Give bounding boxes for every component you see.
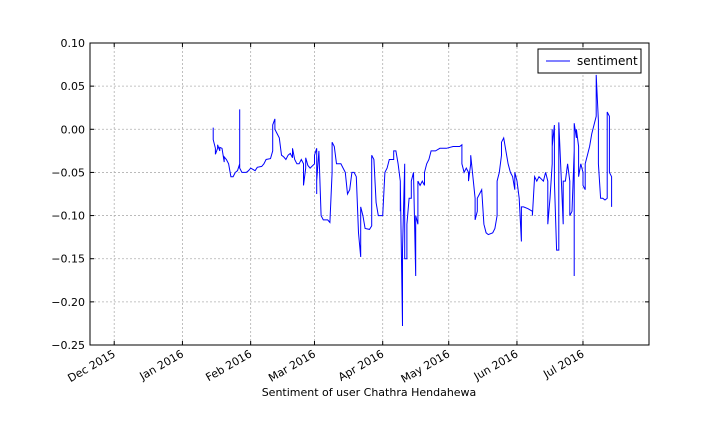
y-tick-label: −0.10 [51,210,85,223]
y-tick-label: 0.10 [61,37,86,50]
legend: sentiment [537,48,642,74]
y-tick-label: −0.15 [51,253,85,266]
y-axis: 0.10 0.05 0.00 −0.05 −0.10 −0.15 −0.20 −0.25 [51,37,649,352]
x-tick-label: Apr 2016 [336,347,386,384]
x-tick-label: May 2016 [399,347,452,385]
legend-label-sentiment: sentiment [577,54,638,68]
x-tick-label: Dec 2015 [65,347,117,385]
x-tick-label: Jul 2016 [540,347,586,381]
y-tick-label: −0.25 [51,339,85,352]
series-sentiment [212,74,613,327]
x-tick-label: Jan 2016 [137,347,186,383]
y-tick-label: −0.05 [51,166,85,179]
x-tick-label: Jun 2016 [471,347,521,383]
x-axis-title: Sentiment of user Chathra Hendahewa [262,386,477,399]
y-tick-label: 0.00 [61,123,86,136]
plot-frame [89,42,650,346]
y-tick-label: −0.20 [51,296,85,309]
y-tick-label: 0.05 [61,80,86,93]
series-line-sentiment [212,74,613,327]
x-tick-label: Mar 2016 [266,347,318,384]
x-tick-label: Feb 2016 [204,347,255,384]
plot-background [90,43,649,345]
series-layer [212,74,613,327]
